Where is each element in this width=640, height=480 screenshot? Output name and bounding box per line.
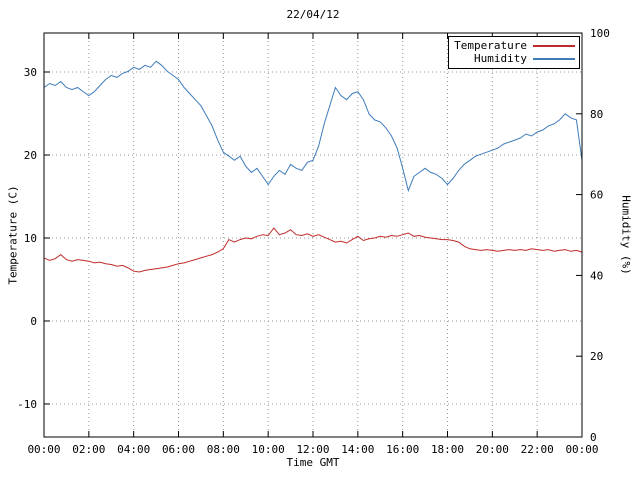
x-tick-label: 04:00 [117,443,150,456]
temperature-series-line [43,227,583,273]
legend-label: Humidity [474,52,527,65]
y-right-tick-label: 20 [590,350,603,363]
legend-label: Temperature [454,39,527,52]
x-tick-label: 20:00 [476,443,509,456]
x-tick-label: 12:00 [296,443,329,456]
y-axis-left-title: Temperature (C) [6,185,20,285]
y-right-tick-label: 60 [590,189,603,202]
x-tick-label: 18:00 [431,443,464,456]
x-tick-label: 10:00 [252,443,285,456]
y-left-tick-label: 0 [30,315,37,328]
legend-line-sample [533,57,575,60]
x-tick-label: 22:00 [521,443,554,456]
y-right-tick-label: 0 [590,431,597,444]
y-left-tick-label: 10 [24,232,37,245]
y-left-tick-label: -10 [17,398,37,411]
x-tick-label: 02:00 [72,443,105,456]
y-right-tick-label: 40 [590,269,603,282]
y-left-tick-label: 20 [24,149,37,162]
x-tick-label: 08:00 [207,443,240,456]
y-right-tick-label: 80 [590,108,603,121]
legend-item-humidity: Humidity [453,52,575,65]
x-tick-label: 14:00 [341,443,374,456]
x-axis-title: Time GMT [286,456,340,469]
chart-title: 22/04/12 [286,8,340,21]
y-axis-right-title: Humidity (%) [619,195,633,275]
x-tick-label: 00:00 [27,443,60,456]
humidity-series-line [43,60,583,193]
x-tick-label: 06:00 [162,443,195,456]
legend-line-sample [533,44,575,47]
x-tick-label: 00:00 [565,443,598,456]
y-right-tick-label: 100 [590,27,610,40]
legend-item-temperature: Temperature [453,39,575,52]
y-left-tick-label: 30 [24,66,37,79]
x-tick-label: 16:00 [386,443,419,456]
legend: Temperature Humidity [448,36,580,69]
